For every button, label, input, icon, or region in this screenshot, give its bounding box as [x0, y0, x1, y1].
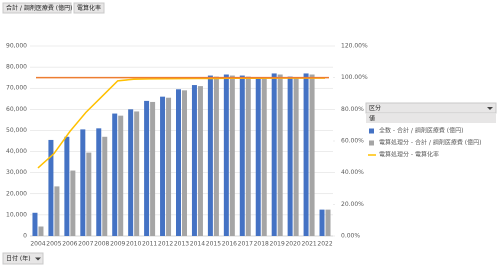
bar	[86, 152, 92, 236]
y-tick-label: 0	[23, 233, 27, 240]
x-tick-label: 2018	[254, 241, 269, 248]
bar	[319, 209, 325, 236]
bar	[271, 73, 277, 236]
bar	[166, 97, 172, 236]
y-tick-label: 80,000	[6, 64, 27, 71]
bar	[118, 115, 124, 236]
y-tick-label: 10,000	[6, 211, 27, 218]
bar	[176, 89, 181, 237]
x-tick-label: 2011	[142, 241, 157, 248]
bar	[191, 85, 197, 236]
x-tick-label: 2015	[206, 241, 221, 248]
bar	[96, 128, 102, 236]
x-tick-label: 2016	[222, 241, 237, 248]
y-tick-label: 60,000	[6, 106, 27, 113]
legend-label: 電算処理分 - 合計 / 調剤医療費 (億円)	[379, 139, 481, 147]
bar	[223, 74, 229, 236]
x-tick-label: 2022	[317, 241, 332, 248]
y2-tick-label: 60.00%	[341, 138, 364, 145]
bar	[80, 129, 86, 236]
y-tick-label: 40,000	[6, 148, 27, 155]
y-tick-label: 20,000	[6, 190, 27, 197]
legend-label: 全数 - 合計 / 調剤医療費 (億円)	[379, 127, 463, 135]
y-tick-label: 50,000	[6, 127, 27, 134]
y2-tick-label: 0.00%	[341, 233, 360, 240]
bar	[277, 74, 283, 236]
y-tick-label: 70,000	[6, 85, 27, 92]
y2-tick-label: 120.00%	[341, 43, 368, 50]
bar	[150, 101, 156, 236]
bar	[245, 76, 251, 236]
x-tick-label: 2012	[158, 241, 173, 248]
axis-field-button[interactable]	[2, 252, 44, 265]
bar	[255, 77, 261, 237]
bar	[144, 100, 150, 236]
bar	[102, 136, 108, 236]
y2-tick-label: 100.00%	[341, 74, 368, 81]
bar	[287, 76, 293, 236]
bar	[54, 186, 60, 236]
legend-swatch	[369, 140, 374, 146]
bar	[325, 209, 331, 236]
bar	[309, 74, 315, 236]
x-tick-label: 2004	[30, 241, 45, 248]
dropdown-arrow[interactable]	[487, 107, 493, 110]
bar	[70, 170, 76, 236]
x-tick-label: 2013	[174, 241, 189, 248]
x-tick-label: 2021	[301, 241, 316, 248]
bar	[239, 75, 245, 236]
bar	[207, 75, 213, 236]
bar	[64, 136, 70, 236]
bar	[197, 86, 203, 236]
x-tick-label: 2005	[46, 241, 61, 248]
y-tick-label: 90,000	[6, 43, 27, 50]
x-tick-label: 2009	[110, 241, 125, 248]
bar	[48, 139, 54, 236]
field-button-label[interactable]: 電算化率	[77, 4, 101, 12]
y-tick-label: 30,000	[6, 169, 27, 176]
bar	[261, 78, 267, 236]
bar	[32, 212, 38, 236]
y2-tick-label: 80.00%	[341, 106, 364, 113]
y2-tick-label: 20.00%	[341, 201, 364, 208]
legend-swatch	[369, 128, 374, 134]
x-tick-label: 2008	[94, 241, 109, 248]
bar	[182, 90, 187, 236]
bar	[160, 96, 166, 237]
bar	[293, 77, 299, 237]
bar	[112, 113, 118, 236]
field-button[interactable]	[73, 2, 105, 14]
x-tick-label: 2010	[126, 241, 141, 248]
x-tick-label: 2006	[62, 241, 77, 248]
legend-label: 電算処理分 - 電算化率	[379, 151, 439, 159]
bar	[213, 76, 219, 236]
x-tick-label: 2017	[238, 241, 253, 248]
bar	[229, 75, 235, 236]
bar	[128, 109, 134, 236]
bar	[38, 226, 44, 236]
x-tick-label: 2020	[285, 241, 300, 248]
legend-field-button[interactable]	[365, 102, 497, 114]
field-button-label[interactable]: 合計 / 調剤医療費 (億円)	[6, 4, 72, 12]
dropdown-arrow[interactable]	[35, 257, 41, 261]
axis-field-button-label[interactable]: 日付 (年)	[6, 255, 31, 263]
x-tick-label: 2007	[78, 241, 93, 248]
legend-subheader	[366, 114, 496, 123]
field-button[interactable]	[2, 2, 72, 14]
bar	[303, 73, 309, 236]
legend-title: 区分	[369, 104, 381, 112]
y2-tick-label: 40.00%	[341, 169, 364, 176]
x-tick-label: 2019	[270, 241, 285, 248]
legend-subtitle: 値	[369, 115, 375, 123]
bar	[134, 111, 140, 236]
x-tick-label: 2014	[190, 241, 205, 248]
